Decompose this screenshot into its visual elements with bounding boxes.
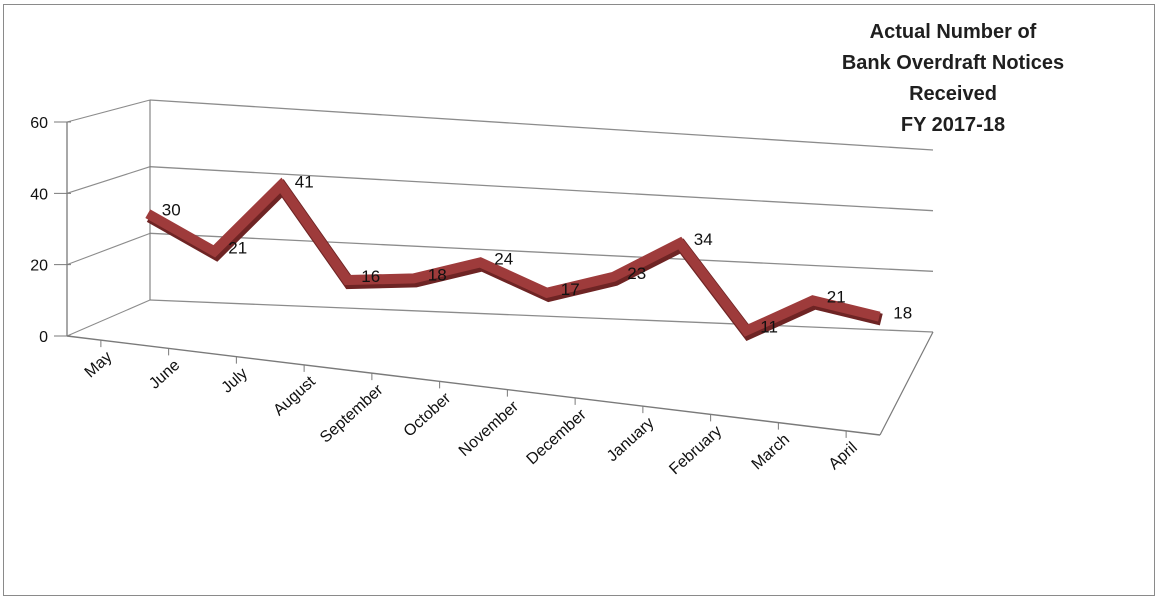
gridline <box>149 299 934 333</box>
x-tick-label-august: August <box>270 373 319 419</box>
x-tick-label-january: January <box>604 414 658 465</box>
x-tick-label-september: September <box>317 381 387 446</box>
data-label-august: 16 <box>361 267 380 286</box>
gridline <box>149 166 934 212</box>
data-label-february: 11 <box>760 318 778 337</box>
gridline <box>149 99 934 151</box>
x-tick-label-december: December <box>524 406 591 468</box>
x-axis <box>66 335 881 436</box>
x-tick-label-april: April <box>826 439 861 473</box>
series-line-path <box>145 177 881 337</box>
data-label-april: 18 <box>893 304 912 323</box>
y-tick-label: 0 <box>39 329 48 346</box>
x-tick-label-june: June <box>146 357 183 393</box>
data-label-march: 21 <box>827 287 846 306</box>
x-tick-label-november: November <box>456 398 523 460</box>
side-gridline <box>66 99 151 123</box>
y-tick-label: 20 <box>30 258 48 275</box>
data-label-december: 23 <box>627 264 646 283</box>
chart-title-line-2: Bank Overdraft Notices <box>841 52 1065 74</box>
data-label-may: 30 <box>162 201 181 220</box>
data-label-june: 21 <box>228 238 247 257</box>
side-gridline <box>66 166 151 194</box>
x-tick-label-february: February <box>666 423 725 478</box>
axes <box>66 100 934 436</box>
y-axis-ticks: 0 20 40 60 <box>30 115 71 346</box>
series-line <box>145 177 883 342</box>
data-label-september: 18 <box>428 265 447 284</box>
data-label-november: 17 <box>561 280 580 299</box>
gridline <box>149 232 934 272</box>
y-tick-label: 60 <box>30 115 48 132</box>
x-tick-label-july: July <box>219 365 252 397</box>
data-label-october: 24 <box>494 249 513 268</box>
x-tick-label-march: March <box>749 431 793 473</box>
gridlines <box>66 99 934 337</box>
chart-title-line-1: Actual Number of <box>869 21 1037 43</box>
data-labels: 30 21 41 16 18 24 17 23 34 11 21 18 <box>162 172 912 336</box>
x-tick-label-october: October <box>401 389 455 440</box>
data-label-july: 41 <box>295 172 314 191</box>
data-label-january: 34 <box>694 230 713 249</box>
chart-title-line-3: Received <box>909 83 997 105</box>
y-tick-label: 40 <box>30 186 48 203</box>
x-tick-label-may: May <box>82 348 116 381</box>
chart-title: Actual Number of Bank Overdraft Notices … <box>800 17 1106 141</box>
chart-title-line-4: FY 2017-18 <box>900 114 1006 136</box>
side-gridline <box>66 232 151 266</box>
floor-right-edge <box>879 331 934 436</box>
side-gridline <box>66 299 151 337</box>
